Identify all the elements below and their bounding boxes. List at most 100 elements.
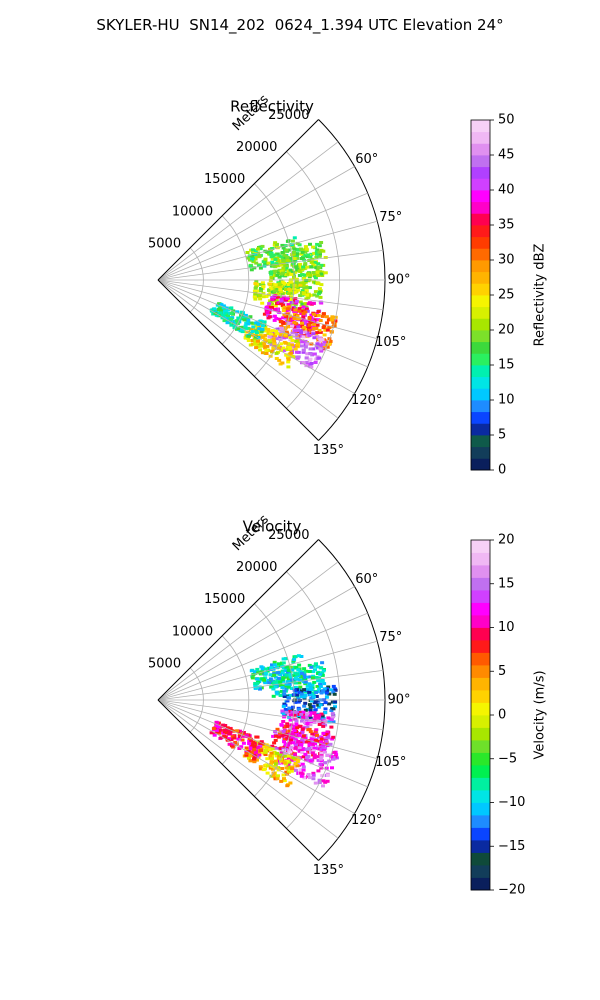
echo-cell: [317, 250, 322, 254]
echo-cell: [290, 343, 294, 347]
echo-cell: [250, 257, 255, 261]
echo-cell: [308, 687, 313, 691]
echo-cell: [258, 247, 263, 251]
echo-cell: [270, 306, 274, 310]
echo-cell: [295, 268, 300, 271]
echo-cell: [301, 710, 306, 714]
angle-tick-label: 75°: [379, 210, 402, 225]
echo-cell: [270, 296, 275, 299]
echo-cell: [282, 305, 287, 309]
echo-cell: [319, 740, 324, 744]
colorbar-tick-label: 0: [498, 708, 506, 723]
echo-cell: [318, 252, 322, 256]
echo-cell: [295, 759, 300, 763]
echo-cell: [299, 257, 304, 260]
echo-cell: [299, 331, 304, 335]
echo-cell: [309, 737, 314, 741]
echo-cell: [282, 692, 287, 696]
colorbar-swatch: [471, 552, 490, 566]
echo-cell: [293, 741, 298, 745]
echo-cell: [297, 309, 302, 313]
echo-cell: [329, 755, 334, 759]
colorbar-swatch: [471, 627, 490, 641]
echo-cell: [275, 751, 280, 755]
echo-cell: [330, 737, 335, 741]
echo-cell: [285, 259, 290, 263]
echo-cell: [263, 750, 268, 754]
echo-cell: [303, 693, 308, 697]
echo-cell: [307, 323, 312, 327]
echo-cell: [242, 318, 247, 322]
echo-cell: [259, 749, 263, 752]
echo-cell: [285, 736, 290, 740]
echo-cell: [289, 272, 294, 276]
colorbar-swatch: [471, 155, 490, 168]
echo-cell: [265, 771, 270, 775]
echo-cell: [281, 661, 286, 665]
echo-cell: [302, 320, 307, 324]
colorbar-swatch: [471, 295, 490, 308]
echo-cell: [297, 724, 302, 728]
echo-cell: [281, 749, 286, 752]
echo-cell: [268, 300, 273, 304]
echo-cell: [308, 685, 313, 689]
echo-cell: [318, 703, 323, 707]
echo-cell: [303, 701, 308, 705]
echo-cell: [288, 709, 293, 713]
echo-cell: [305, 712, 309, 716]
echo-cell: [303, 250, 308, 254]
echo-cell: [227, 732, 232, 736]
echo-cell: [274, 298, 279, 302]
echo-cell: [221, 306, 226, 310]
echo-cell: [305, 293, 310, 297]
echo-cell: [325, 321, 329, 325]
echo-cell: [304, 360, 309, 364]
colorbar-swatch: [471, 423, 490, 436]
echo-cell: [282, 777, 286, 781]
angle-tick-label: 135°: [313, 863, 344, 878]
echo-cell: [219, 308, 223, 312]
echo-cell: [271, 346, 276, 350]
echo-cell: [253, 333, 258, 337]
echo-cell: [315, 252, 319, 256]
echo-cell: [301, 768, 306, 772]
echo-cell: [292, 236, 297, 240]
echo-cell: [286, 321, 291, 325]
echo-cell: [312, 352, 317, 356]
echo-cell: [272, 342, 277, 346]
echo-cell: [264, 306, 269, 310]
echo-cell: [258, 741, 263, 745]
echo-cell: [305, 352, 310, 356]
echo-cell: [254, 346, 259, 350]
echo-cell: [256, 322, 261, 326]
echo-cell: [313, 361, 318, 364]
echo-cell: [279, 326, 284, 330]
echo-cell: [226, 314, 231, 318]
echo-cell: [246, 339, 251, 342]
echo-cell: [228, 730, 232, 733]
echo-cell: [216, 314, 221, 318]
echo-cell: [301, 283, 306, 287]
echo-cell: [212, 307, 217, 311]
echo-field: [209, 654, 339, 788]
echo-cell: [292, 312, 297, 316]
echo-cell: [280, 671, 285, 675]
echo-cell: [263, 346, 268, 350]
echo-cell: [284, 264, 289, 268]
echo-cell: [284, 687, 289, 691]
echo-cell: [298, 698, 302, 702]
echo-cell: [267, 681, 272, 685]
echo-cell: [309, 321, 314, 325]
echo-cell: [320, 673, 325, 677]
colorbar-tick-label: 5: [498, 428, 506, 443]
echo-cell: [274, 337, 279, 341]
echo-cell: [319, 349, 324, 353]
echo-cell: [323, 761, 328, 765]
echo-cell: [243, 313, 248, 317]
echo-cell: [301, 734, 306, 738]
echo-cell: [247, 737, 252, 740]
echo-cell: [255, 667, 260, 671]
echo-cell: [272, 331, 277, 335]
echo-cell: [292, 713, 297, 717]
echo-cell: [287, 741, 292, 745]
